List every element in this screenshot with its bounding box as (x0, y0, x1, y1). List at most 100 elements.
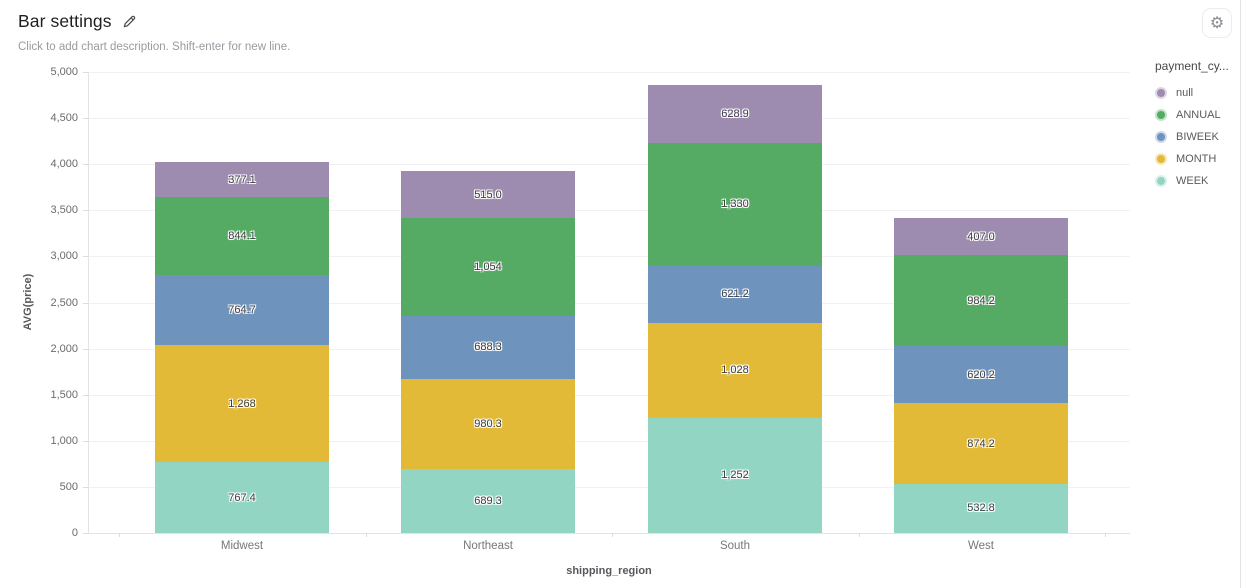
bar-south-month[interactable]: 1,028 (648, 322, 822, 418)
page-title[interactable]: Bar settings (18, 11, 112, 31)
y-tick-mark (83, 486, 88, 488)
panel-divider (1240, 0, 1241, 588)
legend-item-biweek[interactable]: BIWEEK (1155, 126, 1241, 148)
bar-northeast-null[interactable]: 515.0 (401, 170, 575, 219)
y-tick-mark (83, 348, 88, 350)
gridline (88, 348, 1130, 350)
y-tick-mark (83, 256, 88, 258)
y-tick-mark (83, 533, 88, 534)
gridline (88, 486, 1130, 488)
bar-south-biweek[interactable]: 621.2 (648, 265, 822, 323)
x-axis-title: shipping_region (566, 565, 652, 577)
bar-south-week[interactable]: 1,252 (648, 417, 822, 533)
x-tick-mark (1105, 533, 1106, 537)
gridline (88, 210, 1130, 212)
bar-midwest-null[interactable]: 377.1 (155, 162, 329, 197)
bar-value-label: 844.1 (228, 229, 256, 242)
x-axis-line (88, 533, 1130, 534)
y-tick-mark (83, 302, 88, 304)
legend-marker-icon (1155, 109, 1167, 121)
legend-item-label: MONTH (1176, 153, 1217, 165)
bar-value-label: 377.1 (228, 173, 256, 186)
gridline (88, 394, 1130, 396)
x-tick-label-west: West (968, 540, 994, 552)
bar-west-annual[interactable]: 984.2 (894, 255, 1068, 347)
bar-south-null[interactable]: 628.9 (648, 84, 822, 143)
gridline (88, 72, 1130, 73)
gridline (88, 256, 1130, 258)
gridline (88, 302, 1130, 304)
bar-midwest-week[interactable]: 767.4 (155, 462, 329, 533)
x-tick-label-midwest: Midwest (220, 540, 264, 552)
bar-west-biweek[interactable]: 620.2 (894, 346, 1068, 404)
legend-item-label: BIWEEK (1176, 131, 1219, 143)
legend-marker-icon (1155, 87, 1167, 99)
bar-midwest-annual[interactable]: 844.1 (155, 197, 329, 275)
bar-value-label: 1,330 (721, 198, 749, 211)
legend-marker-icon (1155, 153, 1167, 165)
edit-pencil-icon[interactable] (122, 14, 137, 29)
bar-value-label: 1,054 (474, 261, 502, 273)
gridline (88, 118, 1130, 120)
bar-value-label: 984.2 (967, 294, 995, 307)
bar-value-label: 628.9 (721, 107, 749, 120)
x-tick-mark (612, 533, 613, 537)
bar-value-label: 1,252 (721, 469, 749, 482)
legend-items: null ANNUAL BIWEEK MONTH WEEK (1155, 82, 1241, 192)
y-tick-label: 3,000 (50, 250, 78, 263)
chart-description-placeholder[interactable]: Click to add chart description. Shift-en… (18, 41, 291, 53)
x-tick-mark (858, 533, 860, 537)
gridline (88, 164, 1130, 166)
legend-item-week[interactable]: WEEK (1155, 170, 1241, 192)
bar-value-label: 407.0 (967, 230, 995, 243)
bar-northeast-month[interactable]: 980.3 (401, 379, 575, 470)
legend-marker-icon (1155, 175, 1167, 187)
bar-west-week[interactable]: 532.8 (894, 483, 1068, 533)
legend-item-annual[interactable]: ANNUAL (1155, 104, 1241, 126)
y-axis-title: AVG(price) (22, 273, 34, 331)
bar-midwest-month[interactable]: 1,268 (155, 345, 329, 463)
y-tick-label: 2,000 (50, 342, 78, 355)
y-tick-label: 1,000 (50, 434, 78, 447)
bar-value-label: 874.2 (967, 437, 995, 450)
bar-midwest-biweek[interactable]: 764.7 (155, 274, 329, 346)
bar-value-label: 764.7 (228, 304, 256, 317)
bar-value-label: 1,268 (228, 397, 256, 410)
bar-west-null[interactable]: 407.0 (894, 217, 1068, 256)
bar-value-label: 515.0 (474, 188, 502, 201)
legend-item-label: WEEK (1176, 175, 1209, 187)
bar-west-month[interactable]: 874.2 (894, 403, 1068, 484)
y-tick-label: 5,000 (50, 66, 78, 78)
legend-item-month[interactable]: MONTH (1155, 148, 1241, 170)
y-axis-line (88, 72, 89, 533)
y-tick-mark (83, 394, 88, 396)
x-tick-mark (119, 533, 120, 537)
bar-value-label: 689.3 (474, 495, 502, 508)
y-tick-mark (83, 210, 88, 212)
x-tick-mark (365, 533, 367, 537)
bar-northeast-week[interactable]: 689.3 (401, 469, 575, 533)
bar-value-label: 688.3 (474, 341, 502, 354)
bar-value-label: 532.8 (967, 502, 995, 515)
chart-settings-button[interactable]: ⚙ (1202, 8, 1232, 38)
gridline (88, 440, 1130, 442)
bar-value-label: 767.4 (228, 491, 256, 504)
y-tick-label: 2,500 (50, 296, 78, 309)
legend-item-null[interactable]: null (1155, 82, 1241, 104)
y-tick-label: 0 (71, 527, 78, 539)
bar-value-label: 620.2 (967, 368, 995, 381)
legend: payment_cy... null ANNUAL BIWEEK MONTH WEEK (1155, 59, 1241, 192)
y-tick-label: 500 (59, 480, 78, 493)
bar-northeast-biweek[interactable]: 688.3 (401, 315, 575, 380)
y-tick-label: 4,500 (50, 112, 78, 125)
bar-south-annual[interactable]: 1,330 (648, 142, 822, 266)
legend-item-label: ANNUAL (1176, 109, 1221, 121)
gear-icon: ⚙ (1209, 15, 1225, 32)
x-tick-label-northeast: Northeast (463, 540, 513, 552)
bar-northeast-annual[interactable]: 1,054 (401, 218, 575, 316)
y-tick-mark (83, 118, 88, 120)
y-tick-mark (83, 164, 88, 166)
bar-value-label: 980.3 (474, 418, 502, 431)
legend-marker-icon (1155, 131, 1167, 143)
